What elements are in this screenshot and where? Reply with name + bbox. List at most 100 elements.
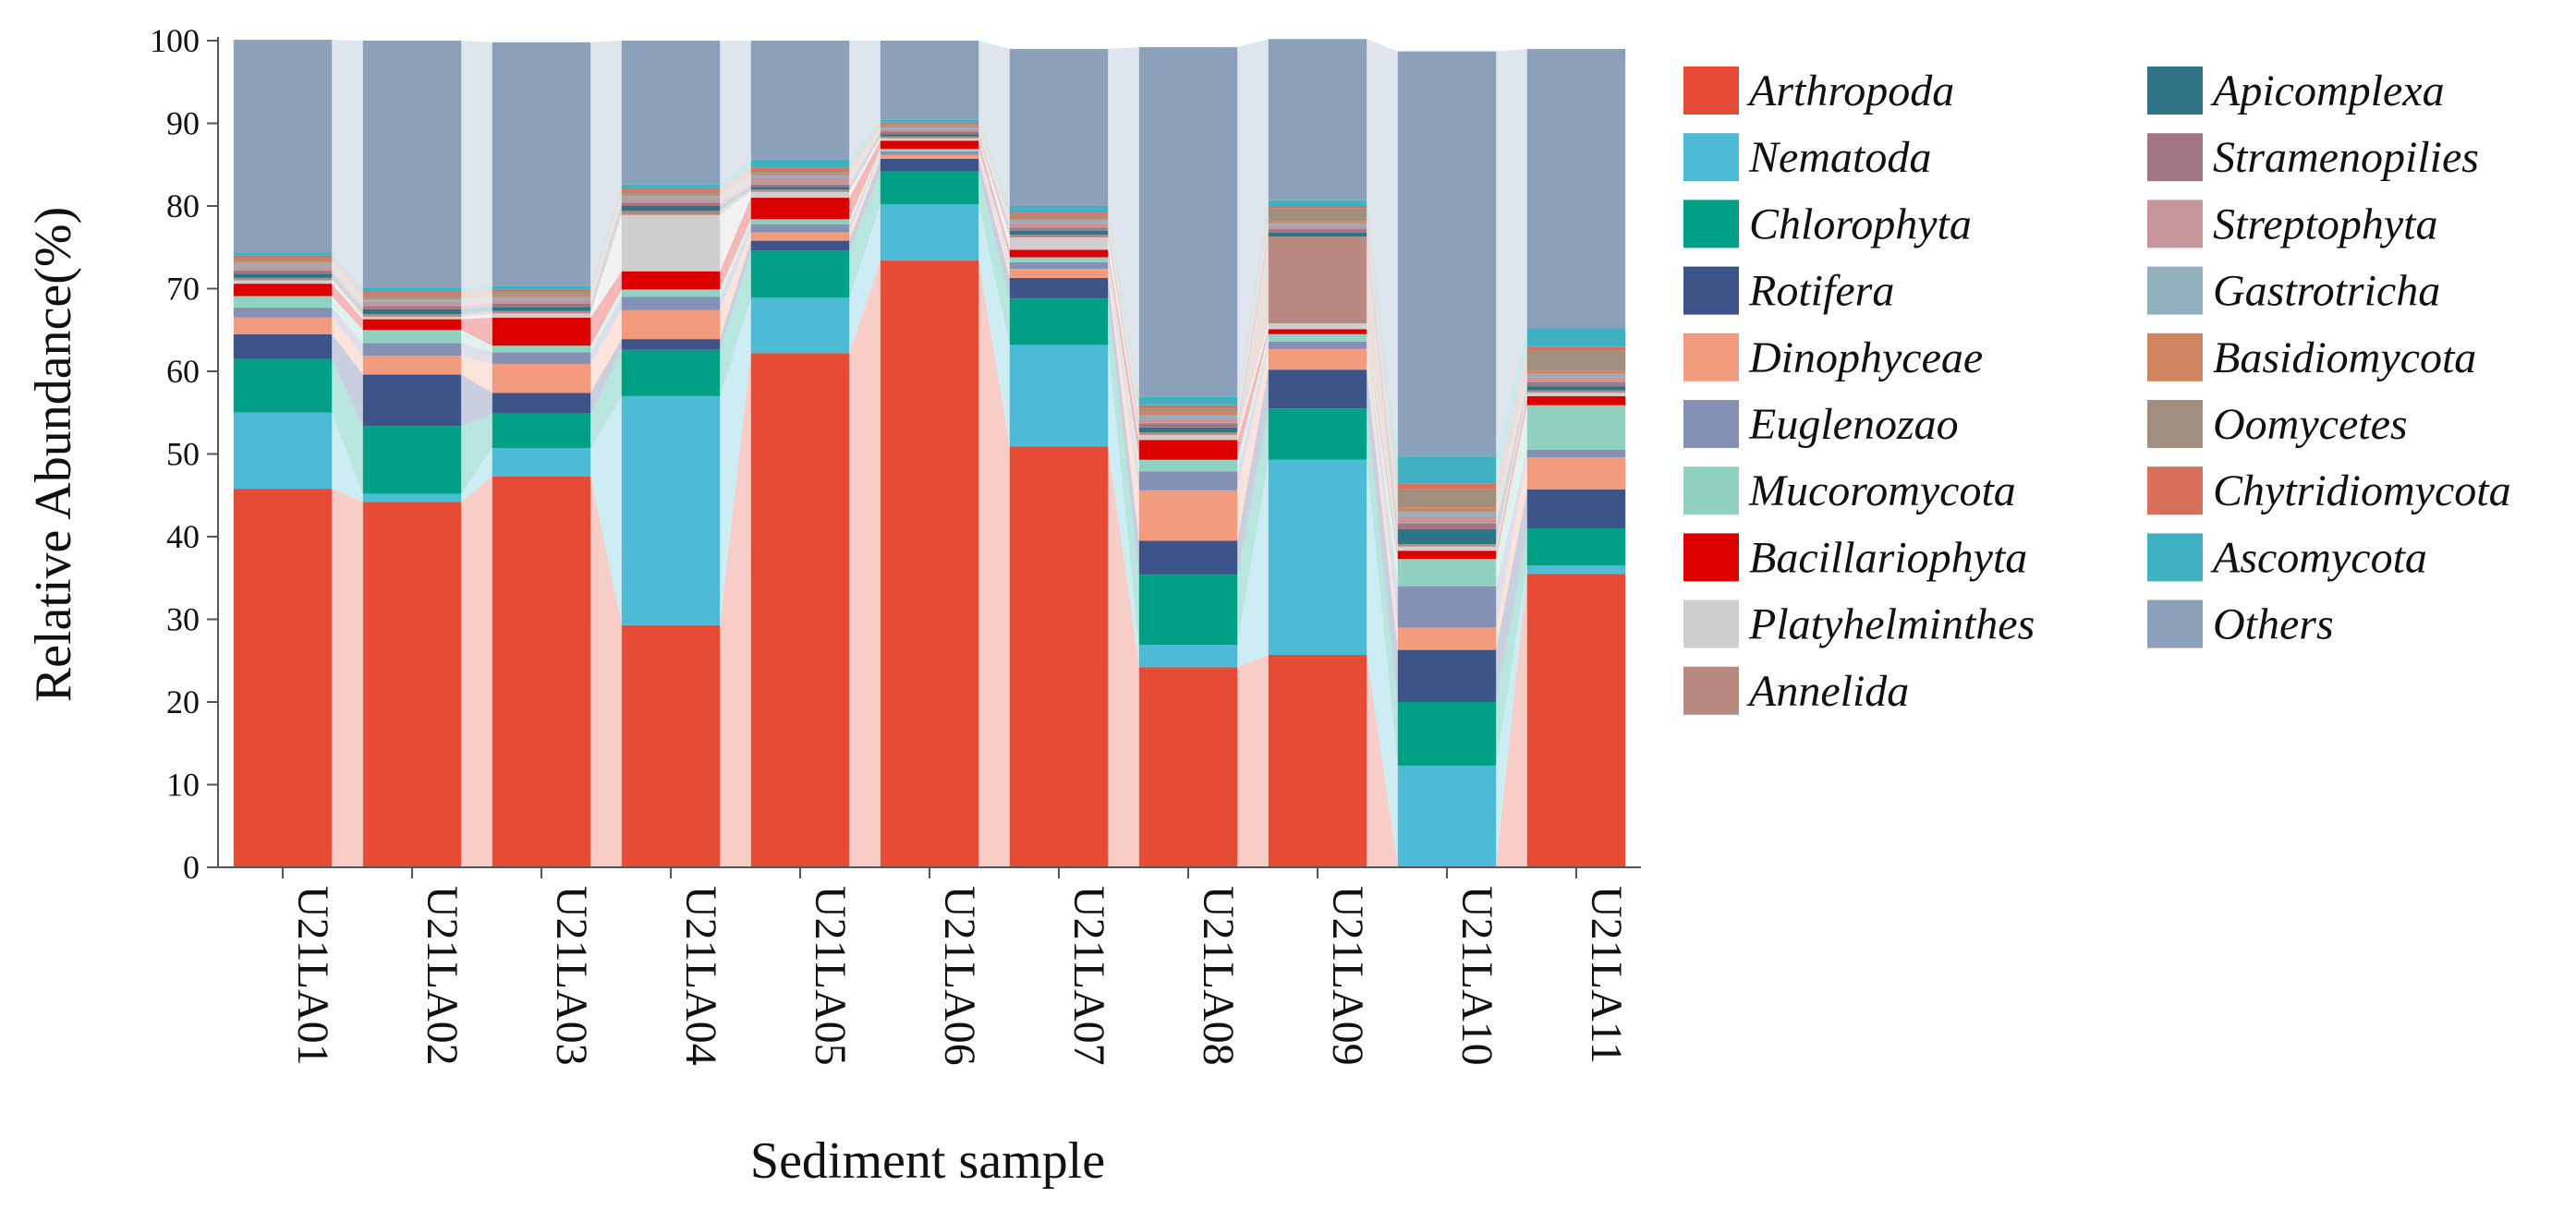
bar-segment-others-u21la01 bbox=[233, 40, 333, 254]
flow-band-arthropoda-3 bbox=[590, 476, 622, 867]
flow-band-arthropoda-5 bbox=[849, 260, 881, 867]
bar-segment-mucoromycota-u21la10 bbox=[1397, 559, 1497, 587]
flow-band-oomycetes-4 bbox=[720, 170, 751, 194]
flow-band-others-8 bbox=[1237, 39, 1269, 397]
bar-segment-chlorophyta-u21la03 bbox=[492, 413, 591, 449]
flow-band-euglenozao-7 bbox=[1108, 261, 1139, 490]
bar-segment-ascomycota-u21la11 bbox=[1526, 328, 1626, 347]
bar-segment-dinophyceae-u21la03 bbox=[492, 363, 591, 393]
bar-segment-oomycetes-u21la01 bbox=[233, 258, 333, 261]
flow-band-platyhelminthes-5 bbox=[849, 138, 881, 199]
flow-band-oomycetes-10 bbox=[1496, 350, 1527, 508]
flow-band-oomycetes-2 bbox=[461, 292, 492, 297]
flow-band-ascomycota-8 bbox=[1237, 200, 1269, 405]
x-tick-label: U21LA04 bbox=[676, 886, 725, 1066]
bar-segment-arthropoda-u21la02 bbox=[362, 502, 462, 867]
legend-swatch bbox=[2147, 200, 2203, 248]
flow-band-annelida-2 bbox=[461, 310, 492, 317]
bar-segment-streptophyta-u21la09 bbox=[1268, 225, 1367, 230]
bar-segment-chlorophyta-u21la07 bbox=[1009, 298, 1109, 345]
bar-segment-apicomplexa-u21la10 bbox=[1397, 528, 1497, 545]
bar-segment-platyhelminthes-u21la09 bbox=[1268, 323, 1367, 330]
flow-band-gastrotricha-1 bbox=[332, 262, 363, 302]
flow-band-basidiomycota-1 bbox=[332, 260, 363, 300]
bar-segment-stramenopilies-u21la02 bbox=[362, 306, 462, 309]
flow-band-bacillariophyta-9 bbox=[1367, 329, 1398, 560]
bar-segment-rotifera-u21la06 bbox=[880, 158, 979, 172]
bar-segment-streptophyta-u21la01 bbox=[233, 266, 333, 271]
legend-label: Rotifera bbox=[1748, 267, 1894, 316]
flow-band-euglenozao-5 bbox=[849, 151, 881, 233]
bar-segment-rotifera-u21la10 bbox=[1397, 649, 1497, 702]
bar-segment-oomycetes-u21la10 bbox=[1397, 489, 1497, 508]
flow-band-rotifera-8 bbox=[1237, 369, 1269, 575]
bar-segment-platyhelminthes-u21la01 bbox=[233, 280, 333, 284]
bar-segment-bacillariophyta-u21la02 bbox=[362, 319, 462, 331]
bar-segment-streptophyta-u21la03 bbox=[492, 299, 591, 304]
flow-band-bacillariophyta-7 bbox=[1108, 249, 1139, 460]
x-tick-label: U21LA11 bbox=[1582, 886, 1631, 1064]
bar-segment-annelida-u21la02 bbox=[362, 314, 462, 317]
bar-segment-annelida-u21la06 bbox=[880, 136, 979, 139]
bar-segment-arthropoda-u21la09 bbox=[1268, 654, 1367, 867]
flow-band-mucoromycota-3 bbox=[590, 289, 622, 353]
flow-band-streptophyta-7 bbox=[1108, 223, 1139, 424]
flow-band-mucoromycota-10 bbox=[1496, 405, 1527, 587]
legend-item-others: Others bbox=[2147, 599, 2334, 649]
legend-item-platyhelminthes: Platyhelminthes bbox=[1683, 599, 2035, 649]
bar-segment-ascomycota-u21la05 bbox=[750, 159, 850, 168]
legend: Arthropoda Nematoda Chlorophyta Rotifera Din… bbox=[1683, 67, 2511, 716]
bar-segment-oomycetes-u21la07 bbox=[1009, 214, 1109, 218]
bar-segment-gastrotricha-u21la11 bbox=[1526, 373, 1626, 378]
bar-segment-platyhelminthes-u21la11 bbox=[1526, 393, 1626, 396]
flow-band-annelida-8 bbox=[1237, 236, 1269, 435]
flow-band-basidiomycota-5 bbox=[849, 126, 881, 175]
bar-segment-chlorophyta-u21la02 bbox=[362, 426, 462, 494]
legend-item-basidiomycota: Basidiomycota bbox=[2147, 333, 2476, 382]
bar-segment-euglenozao-u21la06 bbox=[880, 151, 979, 155]
bar-segment-others-u21la04 bbox=[621, 41, 721, 185]
bar-segment-euglenozao-u21la05 bbox=[750, 224, 850, 233]
legend-swatch bbox=[1683, 533, 1739, 582]
bar-segment-rotifera-u21la02 bbox=[362, 374, 462, 427]
legend-item-ascomycota: Ascomycota bbox=[2147, 533, 2427, 582]
bar-segment-nematoda-u21la07 bbox=[1009, 345, 1109, 447]
bar-segment-dinophyceae-u21la09 bbox=[1268, 348, 1367, 370]
bar-segment-chlorophyta-u21la10 bbox=[1397, 702, 1497, 766]
flow-band-others-9 bbox=[1367, 39, 1398, 457]
flow-band-ascomycota-5 bbox=[849, 119, 881, 168]
bar-segment-chlorophyta-u21la01 bbox=[233, 358, 333, 413]
bar-segment-chytridiomycota-u21la05 bbox=[750, 167, 850, 171]
bar-segment-annelida-u21la08 bbox=[1138, 432, 1238, 435]
bar-segment-bacillariophyta-u21la05 bbox=[750, 198, 850, 220]
bar-segment-apicomplexa-u21la11 bbox=[1526, 386, 1626, 391]
bar-segment-chlorophyta-u21la04 bbox=[621, 349, 721, 396]
bar-segment-dinophyceae-u21la11 bbox=[1526, 457, 1626, 490]
flow-band-gastrotricha-2 bbox=[461, 296, 492, 302]
flow-band-stramenopilies-8 bbox=[1237, 229, 1269, 428]
flow-band-basidiomycota-9 bbox=[1367, 221, 1398, 513]
flow-band-streptophyta-4 bbox=[720, 177, 751, 203]
flow-band-gastrotricha-10 bbox=[1496, 373, 1527, 516]
flow-band-mucoromycota-5 bbox=[849, 149, 881, 224]
flow-band-chlorophyta-1 bbox=[332, 358, 363, 494]
bar-segment-platyhelminthes-u21la02 bbox=[362, 316, 462, 320]
flow-band-nematoda-5 bbox=[849, 204, 881, 354]
bar-segment-nematoda-u21la05 bbox=[750, 297, 850, 354]
flow-band-bacillariophyta-5 bbox=[849, 140, 881, 220]
flow-band-rotifera-6 bbox=[978, 158, 1010, 299]
bar-segment-stramenopilies-u21la07 bbox=[1009, 227, 1109, 231]
flow-band-chlorophyta-10 bbox=[1496, 528, 1527, 766]
flow-band-others-5 bbox=[849, 41, 881, 160]
bar-segment-bacillariophyta-u21la03 bbox=[492, 317, 591, 346]
flow-band-platyhelminthes-4 bbox=[720, 191, 751, 272]
legend-item-mucoromycota: Mucoromycota bbox=[1683, 466, 2016, 515]
bar-segment-rotifera-u21la11 bbox=[1526, 489, 1626, 529]
bar-segment-mucoromycota-u21la02 bbox=[362, 330, 462, 344]
bar-segment-dinophyceae-u21la10 bbox=[1397, 627, 1497, 650]
bar-segment-gastrotricha-u21la04 bbox=[621, 196, 721, 199]
flow-band-streptophyta-9 bbox=[1367, 225, 1398, 524]
legend-item-dinophyceae: Dinophyceae bbox=[1683, 333, 1983, 382]
flow-band-rotifera-5 bbox=[849, 158, 881, 251]
bar-segment-basidiomycota-u21la05 bbox=[750, 173, 850, 175]
